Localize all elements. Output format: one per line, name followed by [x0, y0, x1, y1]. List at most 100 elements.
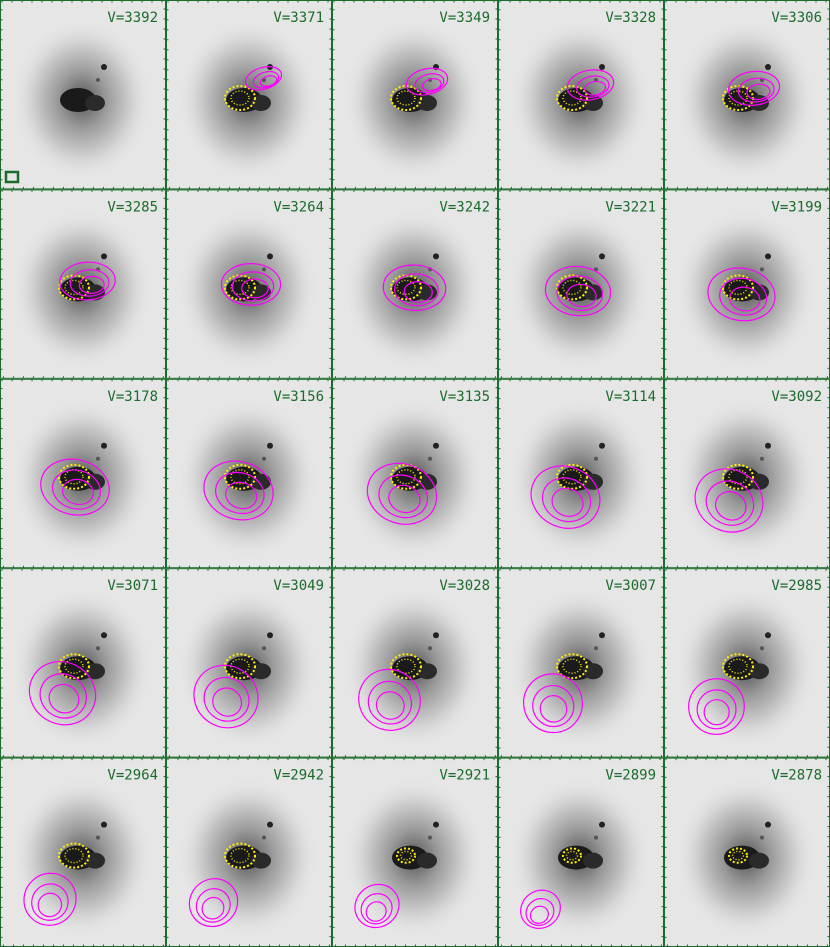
galaxy-core [583, 95, 603, 111]
magenta-contour [393, 273, 439, 307]
panel-frame [664, 189, 830, 379]
panel: V=3221 [498, 189, 664, 379]
panel: V=3156 [166, 378, 332, 569]
galaxy-core [749, 473, 769, 490]
galaxy-core [583, 663, 603, 680]
yellow-contour [562, 658, 582, 674]
star [599, 442, 605, 449]
yellow-contour [230, 847, 250, 864]
panel: V=3114 [498, 378, 664, 569]
panel-frame [498, 758, 664, 947]
star [267, 821, 273, 828]
star [101, 632, 107, 639]
panel-frame [166, 189, 332, 379]
magenta-contour [241, 278, 269, 299]
velocity-label: V=3028 [439, 578, 490, 594]
panel-frame [166, 0, 332, 189]
star [594, 835, 598, 840]
panel-frame [498, 568, 664, 758]
panel: V=2964 [0, 757, 166, 947]
magenta-contour [403, 281, 433, 303]
magenta-contour [705, 480, 755, 526]
yellow-contour [399, 850, 413, 861]
panel: V=3028 [332, 568, 498, 758]
star [433, 253, 439, 260]
panel-frame [498, 568, 664, 758]
panel-frame [0, 379, 166, 568]
yellow-contour [722, 653, 754, 680]
star [765, 632, 771, 639]
yellow-contour [396, 279, 416, 296]
star [101, 253, 107, 260]
star [101, 442, 107, 449]
yellow-contour [64, 279, 84, 296]
magenta-contour [382, 264, 447, 312]
panel-frame [166, 189, 332, 379]
magenta-contour [566, 283, 597, 308]
yellow-contour [728, 847, 748, 864]
velocity-label: V=2899 [605, 768, 656, 784]
galaxy-core [251, 284, 271, 301]
velocity-label: V=3371 [273, 10, 324, 26]
panel-frame [166, 378, 332, 569]
yellow-contour [556, 274, 588, 301]
velocity-label: V=2985 [771, 578, 822, 594]
panel-frame [498, 0, 664, 190]
magenta-contour [520, 889, 561, 929]
yellow-contour [556, 653, 588, 680]
panel: V=3178 [0, 378, 166, 569]
magenta-contour [714, 491, 747, 521]
panel-frame [0, 189, 166, 379]
magenta-contour [231, 271, 275, 302]
velocity-label: V=3092 [771, 389, 822, 405]
galaxy-core [251, 663, 271, 680]
star [96, 78, 100, 82]
star [96, 646, 100, 651]
magenta-contour [544, 265, 612, 317]
magenta-contour [530, 465, 601, 529]
star [262, 267, 266, 272]
magenta-contour [358, 668, 421, 731]
yellow-contour [230, 469, 250, 485]
galaxy-core [417, 95, 437, 111]
yellow-contour [224, 653, 256, 680]
panel-frame [664, 0, 830, 189]
yellow-contour [224, 274, 256, 301]
panel: V=3371 [166, 0, 332, 190]
galaxy-core [85, 663, 105, 680]
star [267, 442, 273, 449]
velocity-label: V=3242 [439, 199, 490, 215]
magenta-contour [414, 73, 445, 94]
magenta-contour [51, 469, 102, 510]
magenta-contour [367, 680, 413, 725]
magenta-contour [421, 78, 442, 92]
star [96, 456, 100, 461]
star [433, 632, 439, 639]
magenta-contour [39, 673, 87, 719]
star [262, 456, 266, 461]
panel-frame [664, 379, 830, 568]
yellow-contour [396, 90, 416, 106]
galaxy-core [417, 473, 437, 490]
yellow-contour [64, 847, 84, 864]
panel-frame [332, 758, 498, 947]
velocity-label: V=2921 [439, 768, 490, 784]
yellow-contour [562, 279, 582, 296]
yellow-contour [731, 850, 745, 861]
velocity-label: V=3135 [439, 389, 490, 405]
velocity-label: V=3264 [273, 199, 324, 215]
panel-frame [332, 378, 498, 569]
magenta-contour [746, 83, 771, 101]
yellow-contour [58, 274, 90, 301]
yellow-contour [230, 279, 250, 296]
star [267, 632, 273, 639]
galaxy-core [583, 284, 603, 301]
panel-frame [498, 379, 664, 568]
magenta-contour [532, 684, 575, 728]
star [594, 456, 598, 461]
galaxy-core [251, 95, 271, 111]
star [594, 646, 598, 651]
panel-frame [0, 378, 166, 569]
magenta-contour [576, 75, 610, 98]
panel: V=3007 [498, 568, 664, 758]
